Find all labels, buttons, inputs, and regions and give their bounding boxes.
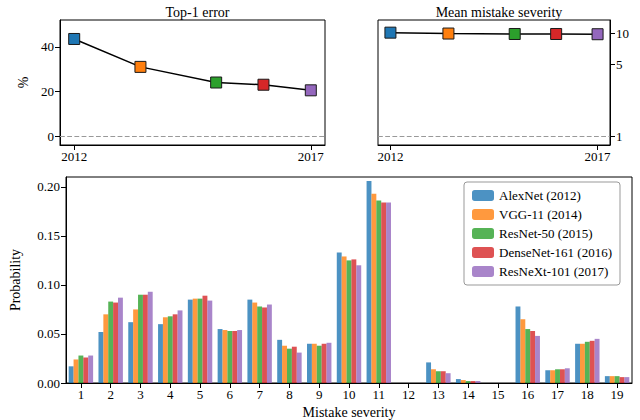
svg-text:2012: 2012	[377, 149, 403, 164]
svg-text:Probability: Probability	[8, 249, 23, 311]
svg-text:1: 1	[616, 129, 623, 144]
svg-text:16: 16	[521, 387, 535, 402]
svg-text:%: %	[16, 76, 31, 88]
svg-text:6: 6	[227, 387, 234, 402]
svg-text:11: 11	[373, 387, 386, 402]
svg-text:0.05: 0.05	[37, 326, 60, 341]
svg-text:17: 17	[551, 387, 565, 402]
svg-text:ResNeXt-101 (2017): ResNeXt-101 (2017)	[499, 264, 608, 279]
svg-text:0.10: 0.10	[37, 277, 60, 292]
svg-text:9: 9	[316, 387, 323, 402]
svg-text:18: 18	[581, 387, 594, 402]
svg-text:8: 8	[286, 387, 293, 402]
svg-text:3: 3	[137, 387, 144, 402]
svg-text:7: 7	[256, 387, 263, 402]
svg-text:Mean mistake severity: Mean mistake severity	[436, 5, 563, 20]
svg-text:ResNet-50 (2015): ResNet-50 (2015)	[499, 226, 593, 241]
svg-text:VGG-11 (2014): VGG-11 (2014)	[499, 207, 582, 222]
svg-text:0: 0	[48, 129, 55, 144]
svg-text:0.15: 0.15	[37, 228, 60, 243]
svg-text:10: 10	[616, 26, 629, 41]
svg-text:20: 20	[41, 84, 54, 99]
svg-text:2012: 2012	[61, 149, 87, 164]
svg-text:10: 10	[343, 387, 356, 402]
svg-text:2017: 2017	[298, 149, 325, 164]
svg-text:19: 19	[611, 387, 624, 402]
svg-text:12: 12	[402, 387, 415, 402]
svg-text:5: 5	[197, 387, 204, 402]
svg-text:15: 15	[491, 387, 504, 402]
svg-text:AlexNet (2012): AlexNet (2012)	[499, 188, 581, 203]
svg-text:2: 2	[107, 387, 114, 402]
svg-text:5: 5	[616, 57, 623, 72]
svg-text:13: 13	[432, 387, 445, 402]
svg-text:40: 40	[41, 39, 54, 54]
svg-text:0.00: 0.00	[37, 376, 60, 391]
svg-text:2017: 2017	[585, 149, 612, 164]
svg-text:4: 4	[167, 387, 174, 402]
svg-text:Mistake severity: Mistake severity	[303, 405, 396, 420]
svg-text:14: 14	[462, 387, 476, 402]
svg-text:0.20: 0.20	[37, 179, 60, 194]
svg-text:DenseNet-161 (2016): DenseNet-161 (2016)	[499, 245, 612, 260]
svg-text:1: 1	[78, 387, 85, 402]
svg-text:Top-1 error: Top-1 error	[166, 5, 230, 20]
